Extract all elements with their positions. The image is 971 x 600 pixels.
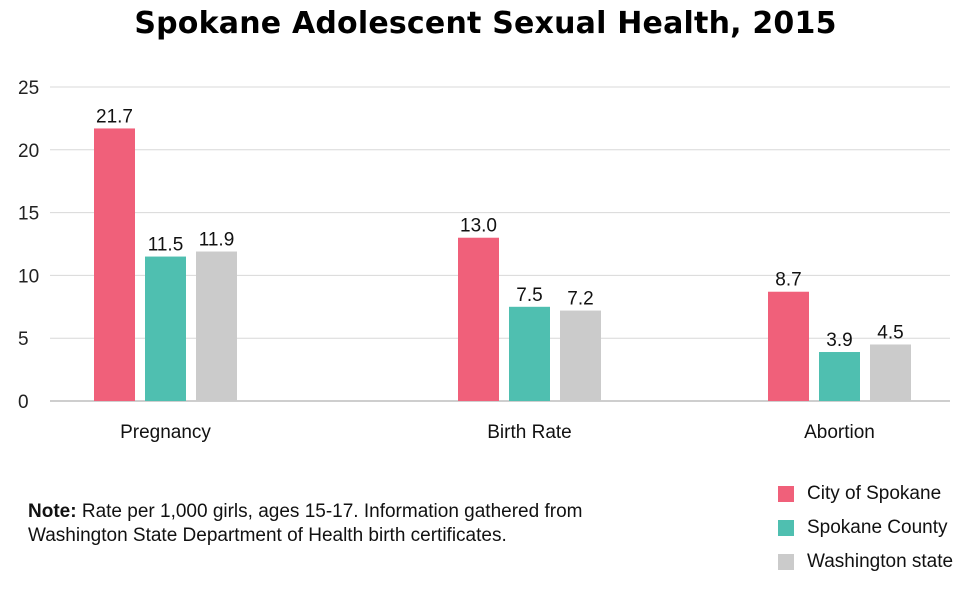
bar-birth-rate-spokane-county [509, 306, 550, 401]
data-label-abortion-washington-state: 4.5 [877, 322, 903, 343]
legend-swatch-city-of-spokane [778, 486, 794, 502]
legend-item-spokane-county: Spokane County [778, 511, 953, 545]
y-tick-label-15: 15 [18, 204, 39, 225]
y-tick-label-10: 10 [18, 266, 39, 287]
data-label-pregnancy-washington-state: 11.9 [199, 230, 235, 251]
footnote: Note: Rate per 1,000 girls, ages 15-17. … [28, 500, 588, 548]
legend-label-spokane-county: Spokane County [807, 517, 948, 538]
bars [94, 128, 911, 401]
category-label-birth-rate: Birth Rate [487, 422, 571, 443]
bar-pregnancy-washington-state [196, 251, 237, 401]
category-label-pregnancy: Pregnancy [120, 422, 211, 443]
data-label-abortion-city-of-spokane: 8.7 [775, 270, 801, 291]
legend-swatch-spokane-county [778, 520, 794, 536]
category-labels: Pregnancy Birth Rate Abortion [120, 422, 875, 443]
legend-label-washington-state: Washington state [807, 551, 954, 572]
note-text: Rate per 1,000 girls, ages 15-17. Inform… [28, 501, 583, 546]
y-axis-ticks: 0 5 10 15 20 25 [18, 78, 39, 413]
y-tick-label-0: 0 [18, 392, 29, 413]
y-tick-label-20: 20 [18, 141, 39, 162]
bar-pregnancy-city-of-spokane [94, 128, 135, 401]
bar-chart: 0 5 10 15 20 25 21.7 11.5 11.9 13.0 7.5 7.2 8.7 3.9 4… [18, 78, 950, 443]
bar-abortion-city-of-spokane [768, 291, 809, 401]
data-label-pregnancy-spokane-county: 11.5 [148, 235, 184, 256]
legend-item-city-of-spokane: City of Spokane [778, 477, 953, 511]
bar-birth-rate-washington-state [560, 310, 601, 401]
y-tick-label-5: 5 [18, 329, 29, 350]
data-labels: 21.7 11.5 11.9 13.0 7.5 7.2 8.7 3.9 4.5 [96, 106, 904, 351]
legend: City of Spokane Spokane County Washington … [778, 477, 953, 579]
data-label-birth-rate-city-of-spokane: 13.0 [460, 216, 497, 237]
data-label-abortion-spokane-county: 3.9 [826, 330, 852, 351]
data-label-birth-rate-spokane-county: 7.5 [516, 285, 542, 306]
data-label-pregnancy-city-of-spokane: 21.7 [96, 106, 133, 127]
bar-abortion-spokane-county [819, 352, 860, 401]
y-tick-label-25: 25 [18, 78, 39, 99]
legend-label-city-of-spokane: City of Spokane [807, 483, 942, 504]
legend-swatch-washington-state [778, 554, 794, 570]
chart-title: Spokane Adolescent Sexual Health, 2015 [134, 6, 837, 41]
bar-abortion-washington-state [870, 344, 911, 401]
data-label-birth-rate-washington-state: 7.2 [567, 289, 593, 310]
legend-item-washington-state: Washington state [778, 545, 953, 579]
note-label: Note: [28, 501, 77, 522]
category-label-abortion: Abortion [804, 422, 875, 443]
bar-pregnancy-spokane-county [145, 256, 186, 401]
bar-birth-rate-city-of-spokane [458, 237, 499, 401]
